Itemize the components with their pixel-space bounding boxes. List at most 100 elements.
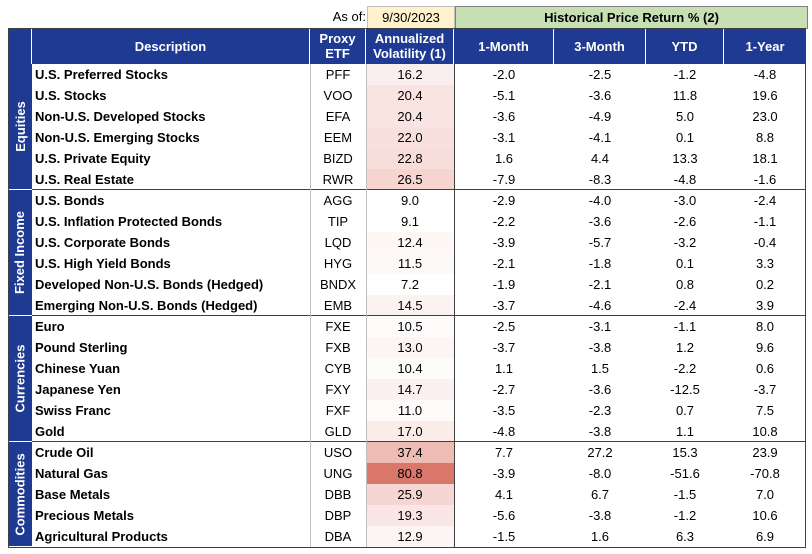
return-1-month-cell: -3.5 xyxy=(492,403,516,418)
table-row: Gold GLD 17.0 -4.8 -3.8 1.1 10.8 xyxy=(32,421,806,442)
return-3-month-cell: -8.0 xyxy=(588,466,612,481)
volatility-cell: 13.0 xyxy=(366,337,454,358)
return-1-month-cell: 7.7 xyxy=(494,445,514,460)
historical-price-return-header: Historical Price Return % (2) xyxy=(455,6,808,29)
table-row: Non-U.S. Emerging Stocks EEM 22.0 -3.1 -4.1 0… xyxy=(32,127,806,148)
return-3-month-cell: 1.5 xyxy=(590,361,610,376)
table-row: Japanese Yen FXY 14.7 -2.7 -3.6 -12.5 -3.7 xyxy=(32,379,806,400)
description-cell: U.S. Private Equity xyxy=(35,151,151,166)
proxy-etf-cell: GLD xyxy=(324,424,352,439)
description-cell: Swiss Franc xyxy=(35,403,111,418)
description-cell: Non-U.S. Emerging Stocks xyxy=(35,130,200,145)
return-3-month-cell: -3.8 xyxy=(588,508,612,523)
return-3-month-cell: -4.1 xyxy=(588,130,612,145)
group-label: Commodities xyxy=(8,442,32,547)
return-3-month-cell: 1.6 xyxy=(590,529,610,544)
return-1-year-cell: 0.2 xyxy=(755,277,775,292)
proxy-etf-cell: DBA xyxy=(324,529,352,544)
table-row: Swiss Franc FXF 11.0 -3.5 -2.3 0.7 7.5 xyxy=(32,400,806,421)
return-1-year-cell: -3.7 xyxy=(753,382,777,397)
return-1-year-cell: 18.1 xyxy=(752,151,778,166)
return-ytd-cell: 1.1 xyxy=(675,424,695,439)
as-of-date[interactable]: 9/30/2023 xyxy=(367,6,455,29)
volatility-cell: 17.0 xyxy=(366,421,454,442)
return-3-month-cell: -3.8 xyxy=(588,340,612,355)
return-1-year-cell: 7.5 xyxy=(755,403,775,418)
return-1-year-cell: 19.6 xyxy=(752,88,778,103)
table-row: Base Metals DBB 25.9 4.1 6.7 -1.5 7.0 xyxy=(32,484,806,505)
column-header-proxy-etf-line1: Proxy xyxy=(319,31,356,46)
return-3-month-cell: -8.3 xyxy=(588,172,612,187)
volatility-cell: 14.5 xyxy=(366,295,454,316)
proxy-etf-cell: BIZD xyxy=(323,151,353,166)
return-1-year-cell: -4.8 xyxy=(753,67,777,82)
volatility-cell: 10.5 xyxy=(366,316,454,337)
description-cell: Emerging Non-U.S. Bonds (Hedged) xyxy=(35,298,258,313)
description-cell: Non-U.S. Developed Stocks xyxy=(35,109,206,124)
group-label-text: Commodities xyxy=(12,452,28,536)
return-ytd-cell: -2.4 xyxy=(673,298,697,313)
return-1-month-cell: 1.6 xyxy=(494,151,514,166)
return-1-year-cell: 10.8 xyxy=(752,424,778,439)
table-row: Non-U.S. Developed Stocks EFA 20.4 -3.6 -4.9… xyxy=(32,106,806,127)
return-3-month-cell: -2.3 xyxy=(588,403,612,418)
return-ytd-cell: 1.2 xyxy=(675,340,695,355)
group-label: Fixed Income xyxy=(8,190,32,316)
return-3-month-cell: 4.4 xyxy=(590,151,610,166)
proxy-etf-cell: USO xyxy=(323,445,353,460)
table-row: U.S. Private Equity BIZD 22.8 1.6 4.4 13.3 18.… xyxy=(32,148,806,169)
return-1-year-cell: 0.6 xyxy=(755,361,775,376)
return-ytd-cell: -1.1 xyxy=(673,319,697,334)
return-ytd-cell: 0.1 xyxy=(675,130,695,145)
column-header-ytd-label: YTD xyxy=(671,38,698,54)
proxy-etf-cell: EMB xyxy=(323,298,353,313)
description-cell: U.S. Corporate Bonds xyxy=(35,235,171,250)
proxy-etf-cell: TIP xyxy=(327,214,349,229)
column-divider xyxy=(454,64,455,548)
return-3-month-cell: -3.8 xyxy=(588,424,612,439)
return-1-year-cell: 23.9 xyxy=(752,445,778,460)
volatility-cell: 9.1 xyxy=(366,211,454,232)
return-1-month-cell: -3.9 xyxy=(492,466,516,481)
group-label-text: Equities xyxy=(12,101,28,152)
return-3-month-cell: -1.8 xyxy=(588,256,612,271)
table-row: U.S. Inflation Protected Bonds TIP 9.1 -2.2… xyxy=(32,211,806,232)
proxy-etf-cell: DBP xyxy=(324,508,352,523)
proxy-etf-cell: BNDX xyxy=(319,277,357,292)
return-ytd-cell: 0.1 xyxy=(675,256,695,271)
column-header-volatility: Annualized Volatility (1) xyxy=(366,28,454,64)
column-header-1-month: 1-Month xyxy=(454,28,554,64)
column-header-ytd: YTD xyxy=(646,28,724,64)
return-3-month-cell: -4.6 xyxy=(588,298,612,313)
volatility-cell: 12.9 xyxy=(366,526,454,547)
volatility-cell: 80.8 xyxy=(366,463,454,484)
proxy-etf-cell: PFF xyxy=(325,67,351,82)
volatility-cell: 11.0 xyxy=(366,400,454,421)
proxy-etf-cell: FXE xyxy=(325,319,351,334)
proxy-etf-cell: FXY xyxy=(325,382,351,397)
table-row: Agricultural Products DBA 12.9 -1.5 1.6 6.3 6.… xyxy=(32,526,806,547)
proxy-etf-cell: EEM xyxy=(323,130,353,145)
return-ytd-cell: -1.2 xyxy=(673,508,697,523)
return-1-year-cell: -1.1 xyxy=(753,214,777,229)
description-cell: Developed Non-U.S. Bonds (Hedged) xyxy=(35,277,264,292)
return-ytd-cell: 6.3 xyxy=(675,529,695,544)
description-cell: Pound Sterling xyxy=(35,340,128,355)
volatility-cell: 37.4 xyxy=(366,442,454,463)
volatility-cell: 22.0 xyxy=(366,127,454,148)
return-1-month-cell: -2.5 xyxy=(492,319,516,334)
return-ytd-cell: 0.8 xyxy=(675,277,695,292)
group-label: Currencies xyxy=(8,316,32,442)
description-cell: U.S. Stocks xyxy=(35,88,107,103)
return-3-month-cell: -3.1 xyxy=(588,319,612,334)
volatility-cell: 26.5 xyxy=(366,169,454,190)
description-cell: U.S. High Yield Bonds xyxy=(35,256,171,271)
group-divider xyxy=(32,441,806,442)
return-ytd-cell: -1.5 xyxy=(673,487,697,502)
table-row: U.S. Corporate Bonds LQD 12.4 -3.9 -5.7 -3.2 -… xyxy=(32,232,806,253)
group-header-corner xyxy=(8,28,32,64)
volatility-cell: 19.3 xyxy=(366,505,454,526)
volatility-cell: 14.7 xyxy=(366,379,454,400)
return-1-month-cell: -2.1 xyxy=(492,256,516,271)
return-ytd-cell: -3.2 xyxy=(673,235,697,250)
